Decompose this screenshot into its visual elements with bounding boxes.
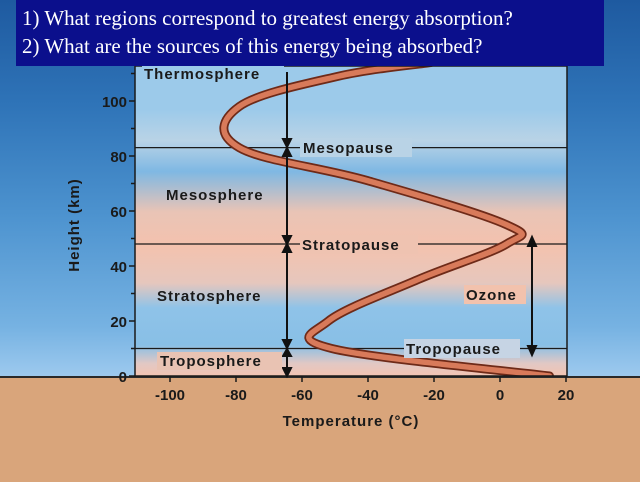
x-tick-labels: -100 -80 -60 -40 -20 0 20 bbox=[155, 387, 574, 404]
tropopause-label-bg bbox=[404, 339, 520, 358]
layer-arrows bbox=[281, 72, 293, 379]
question-box: 1) What regions correspond to greatest e… bbox=[16, 0, 604, 66]
y-tick-label: 60 bbox=[110, 204, 127, 221]
boundary-label-stratopause: Stratopause bbox=[302, 237, 400, 254]
x-tick-label: -80 bbox=[225, 387, 247, 404]
layer-label-mesosphere: Mesosphere bbox=[166, 187, 264, 204]
question-2: 2) What are the sources of this energy b… bbox=[22, 34, 483, 58]
y-tick-labels: 0 20 40 60 80 100 bbox=[102, 94, 127, 386]
x-tick-label: 0 bbox=[496, 387, 504, 404]
troposphere-label-bg bbox=[157, 352, 282, 370]
x-tick-label: -20 bbox=[423, 387, 445, 404]
layer-label-troposphere: Troposphere bbox=[160, 353, 262, 370]
mesopause-label-bg bbox=[300, 138, 412, 157]
x-tick-label: -40 bbox=[357, 387, 379, 404]
y-axis-title: Height (km) bbox=[66, 178, 83, 272]
boundary-label-tropopause: Tropopause bbox=[406, 341, 501, 358]
x-axis-title: Temperature (°C) bbox=[283, 413, 420, 430]
y-tick-label: 100 bbox=[102, 94, 127, 111]
question-1: 1) What regions correspond to greatest e… bbox=[22, 6, 513, 30]
ozone-label-bg bbox=[464, 285, 526, 304]
y-tick-label: 80 bbox=[110, 149, 127, 166]
thermosphere-label-bg bbox=[142, 66, 284, 83]
temperature-profile-curve bbox=[221, 66, 553, 376]
x-axis bbox=[169, 376, 567, 382]
x-tick-label: -60 bbox=[291, 387, 313, 404]
y-tick-label: 0 bbox=[119, 369, 127, 386]
x-tick-label: -100 bbox=[155, 387, 185, 404]
ozone-label: Ozone bbox=[466, 287, 517, 304]
y-tick-label: 40 bbox=[110, 259, 127, 276]
boundary-label-mesopause: Mesopause bbox=[303, 140, 394, 157]
ozone-arrow bbox=[526, 234, 538, 358]
ground-surface bbox=[0, 376, 640, 482]
stratopause-label-bg bbox=[300, 235, 418, 254]
y-axis bbox=[129, 72, 135, 377]
layer-label-stratosphere: Stratosphere bbox=[157, 288, 262, 305]
x-tick-label: 20 bbox=[558, 387, 575, 404]
plot-frame bbox=[134, 65, 568, 377]
layer-label-thermosphere: Thermosphere bbox=[144, 66, 260, 83]
y-tick-label: 20 bbox=[110, 314, 127, 331]
